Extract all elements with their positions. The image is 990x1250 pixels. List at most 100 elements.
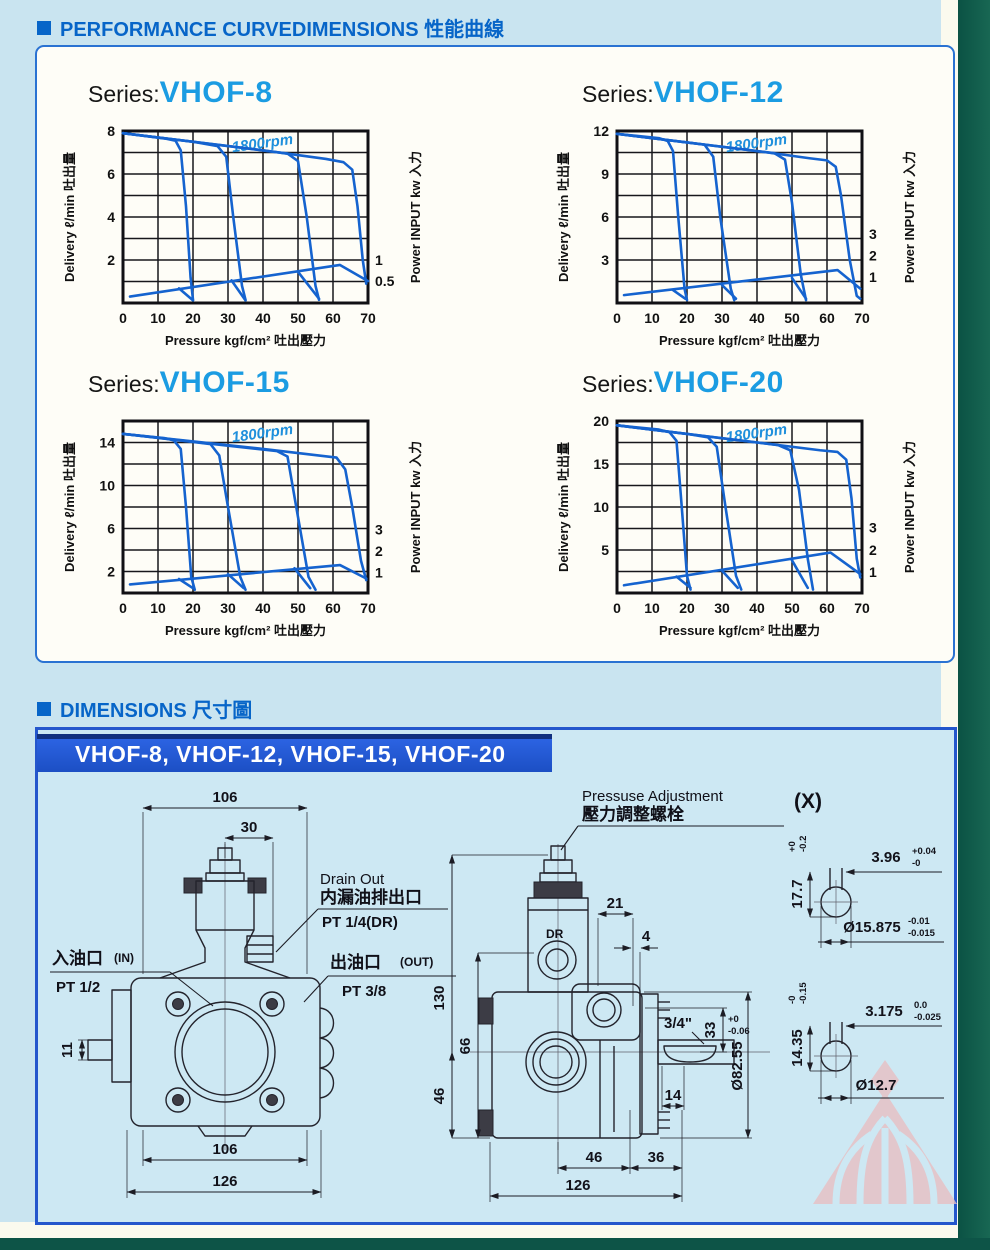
svg-text:10: 10 bbox=[644, 600, 660, 616]
svg-text:Pressure kgf/cm² 吐出壓力: Pressure kgf/cm² 吐出壓力 bbox=[165, 623, 326, 638]
svg-text:60: 60 bbox=[819, 310, 835, 326]
svg-text:4: 4 bbox=[107, 209, 115, 225]
svg-text:60: 60 bbox=[325, 310, 341, 326]
svg-text:2: 2 bbox=[375, 543, 383, 559]
svg-text:50: 50 bbox=[784, 310, 800, 326]
svg-text:50: 50 bbox=[290, 600, 306, 616]
svg-text:20: 20 bbox=[679, 600, 695, 616]
svg-text:20: 20 bbox=[593, 413, 609, 429]
svg-text:10: 10 bbox=[593, 499, 609, 515]
svg-text:Power INPUT kw 入力: Power INPUT kw 入力 bbox=[408, 441, 423, 573]
svg-text:10: 10 bbox=[644, 310, 660, 326]
performance-chart-svg: 0 10 20 30 40 50 60 70 5 10 15 20 3 2 1 Pressure kgf/cm… bbox=[556, 413, 917, 638]
series-model: VHOF-15 bbox=[159, 366, 290, 399]
svg-text:3: 3 bbox=[869, 226, 877, 242]
svg-text:30: 30 bbox=[220, 600, 236, 616]
svg-text:40: 40 bbox=[255, 310, 271, 326]
svg-text:Pressure kgf/cm² 吐出壓力: Pressure kgf/cm² 吐出壓力 bbox=[165, 333, 326, 348]
svg-text:70: 70 bbox=[854, 310, 870, 326]
svg-text:6: 6 bbox=[107, 166, 115, 182]
scan-edge-bottom bbox=[0, 1238, 990, 1250]
svg-text:5: 5 bbox=[601, 542, 609, 558]
chart-vhof-20: Series:VHOF-20 0 10 20 30 40 50 60 70 5 10 15 20 3 2 1… bbox=[552, 366, 984, 654]
svg-text:40: 40 bbox=[255, 600, 271, 616]
svg-text:1: 1 bbox=[869, 269, 877, 285]
svg-text:50: 50 bbox=[290, 310, 306, 326]
performance-chart-svg: 0 10 20 30 40 50 60 70 3 6 9 12 3 2 1 Pressure kgf/cm² … bbox=[556, 123, 917, 348]
svg-text:1: 1 bbox=[869, 564, 877, 580]
svg-text:3: 3 bbox=[869, 520, 877, 536]
square-bullet-icon bbox=[37, 701, 51, 716]
series-model: VHOF-12 bbox=[653, 76, 784, 109]
svg-text:Power INPUT kw 入力: Power INPUT kw 入力 bbox=[902, 151, 917, 283]
svg-text:3: 3 bbox=[375, 521, 383, 537]
scan-edge-right bbox=[958, 0, 990, 1250]
svg-text:50: 50 bbox=[784, 600, 800, 616]
svg-text:6: 6 bbox=[601, 209, 609, 225]
dimensions-section-header: DIMENSIONS 尺寸圖 bbox=[37, 694, 252, 723]
svg-text:70: 70 bbox=[360, 600, 376, 616]
series-label: Series: bbox=[582, 81, 654, 107]
svg-text:1: 1 bbox=[375, 252, 383, 268]
svg-text:60: 60 bbox=[325, 600, 341, 616]
series-label: Series: bbox=[88, 81, 160, 107]
chart-title: Series:VHOF-20 bbox=[582, 366, 784, 400]
svg-text:14: 14 bbox=[99, 435, 115, 451]
svg-text:20: 20 bbox=[185, 600, 201, 616]
svg-text:20: 20 bbox=[185, 310, 201, 326]
chart-title: Series:VHOF-15 bbox=[88, 366, 290, 400]
svg-text:10: 10 bbox=[150, 310, 166, 326]
chart-vhof-8: Series:VHOF-8 0 10 20 30 40 50 60 70 2 4 6 8 1 0.5 Pre… bbox=[58, 76, 490, 364]
chart-title: Series:VHOF-12 bbox=[582, 76, 784, 110]
svg-text:2: 2 bbox=[869, 248, 877, 264]
svg-text:40: 40 bbox=[749, 310, 765, 326]
svg-text:30: 30 bbox=[220, 310, 236, 326]
svg-text:0: 0 bbox=[119, 310, 127, 326]
svg-text:70: 70 bbox=[360, 310, 376, 326]
performance-curves-panel bbox=[35, 45, 955, 663]
svg-text:Delivery ℓ/min 吐出量: Delivery ℓ/min 吐出量 bbox=[556, 442, 571, 572]
svg-text:40: 40 bbox=[749, 600, 765, 616]
svg-text:Pressure kgf/cm² 吐出壓力: Pressure kgf/cm² 吐出壓力 bbox=[659, 623, 820, 638]
svg-text:2: 2 bbox=[107, 252, 115, 268]
svg-text:70: 70 bbox=[854, 600, 870, 616]
svg-text:1: 1 bbox=[375, 564, 383, 580]
dimensions-header-text: DIMENSIONS 尺寸圖 bbox=[60, 700, 253, 722]
svg-text:30: 30 bbox=[714, 310, 730, 326]
svg-text:0: 0 bbox=[613, 310, 621, 326]
svg-text:Delivery ℓ/min 吐出量: Delivery ℓ/min 吐出量 bbox=[62, 442, 77, 572]
svg-text:60: 60 bbox=[819, 600, 835, 616]
svg-text:20: 20 bbox=[679, 310, 695, 326]
svg-text:3: 3 bbox=[601, 252, 609, 268]
svg-text:Delivery ℓ/min 吐出量: Delivery ℓ/min 吐出量 bbox=[556, 152, 571, 282]
performance-chart-svg: 0 10 20 30 40 50 60 70 2 4 6 8 1 0.5 Pressure kgf/cm² … bbox=[62, 123, 423, 348]
svg-text:30: 30 bbox=[714, 600, 730, 616]
performance-section-header: PERFORMANCE CURVEDIMENSIONS 性能曲線 bbox=[37, 13, 504, 42]
svg-text:15: 15 bbox=[593, 456, 609, 472]
svg-text:12: 12 bbox=[593, 123, 609, 139]
dimensions-models-bar: VHOF-8, VHOF-12, VHOF-15, VHOF-20 bbox=[37, 734, 552, 772]
series-model: VHOF-8 bbox=[159, 76, 273, 109]
svg-text:Delivery ℓ/min 吐出量: Delivery ℓ/min 吐出量 bbox=[62, 152, 77, 282]
svg-text:8: 8 bbox=[107, 123, 115, 139]
dimensions-panel bbox=[35, 727, 957, 1225]
svg-text:Power INPUT kw 入力: Power INPUT kw 入力 bbox=[902, 441, 917, 573]
svg-text:0: 0 bbox=[119, 600, 127, 616]
svg-text:10: 10 bbox=[150, 600, 166, 616]
svg-text:Power INPUT kw 入力: Power INPUT kw 入力 bbox=[408, 151, 423, 283]
svg-text:2: 2 bbox=[107, 564, 115, 580]
series-label: Series: bbox=[88, 371, 160, 397]
svg-text:Pressure kgf/cm² 吐出壓力: Pressure kgf/cm² 吐出壓力 bbox=[659, 333, 820, 348]
performance-header-text: PERFORMANCE CURVEDIMENSIONS 性能曲線 bbox=[60, 19, 505, 41]
performance-chart-svg: 0 10 20 30 40 50 60 70 2 6 10 14 3 2 1 Pressure kgf/cm²… bbox=[62, 419, 423, 638]
svg-text:0: 0 bbox=[613, 600, 621, 616]
series-label: Series: bbox=[582, 371, 654, 397]
square-bullet-icon bbox=[37, 20, 51, 35]
chart-vhof-12: Series:VHOF-12 0 10 20 30 40 50 60 70 3 6 9 12 3 2 1 Pr… bbox=[552, 76, 984, 364]
svg-text:6: 6 bbox=[107, 521, 115, 537]
chart-vhof-15: Series:VHOF-15 0 10 20 30 40 50 60 70 2 6 10 14 3 2 1 P… bbox=[58, 366, 490, 654]
svg-text:2: 2 bbox=[869, 542, 877, 558]
chart-title: Series:VHOF-8 bbox=[88, 76, 273, 110]
svg-text:10: 10 bbox=[99, 478, 115, 494]
svg-text:0.5: 0.5 bbox=[375, 273, 395, 289]
